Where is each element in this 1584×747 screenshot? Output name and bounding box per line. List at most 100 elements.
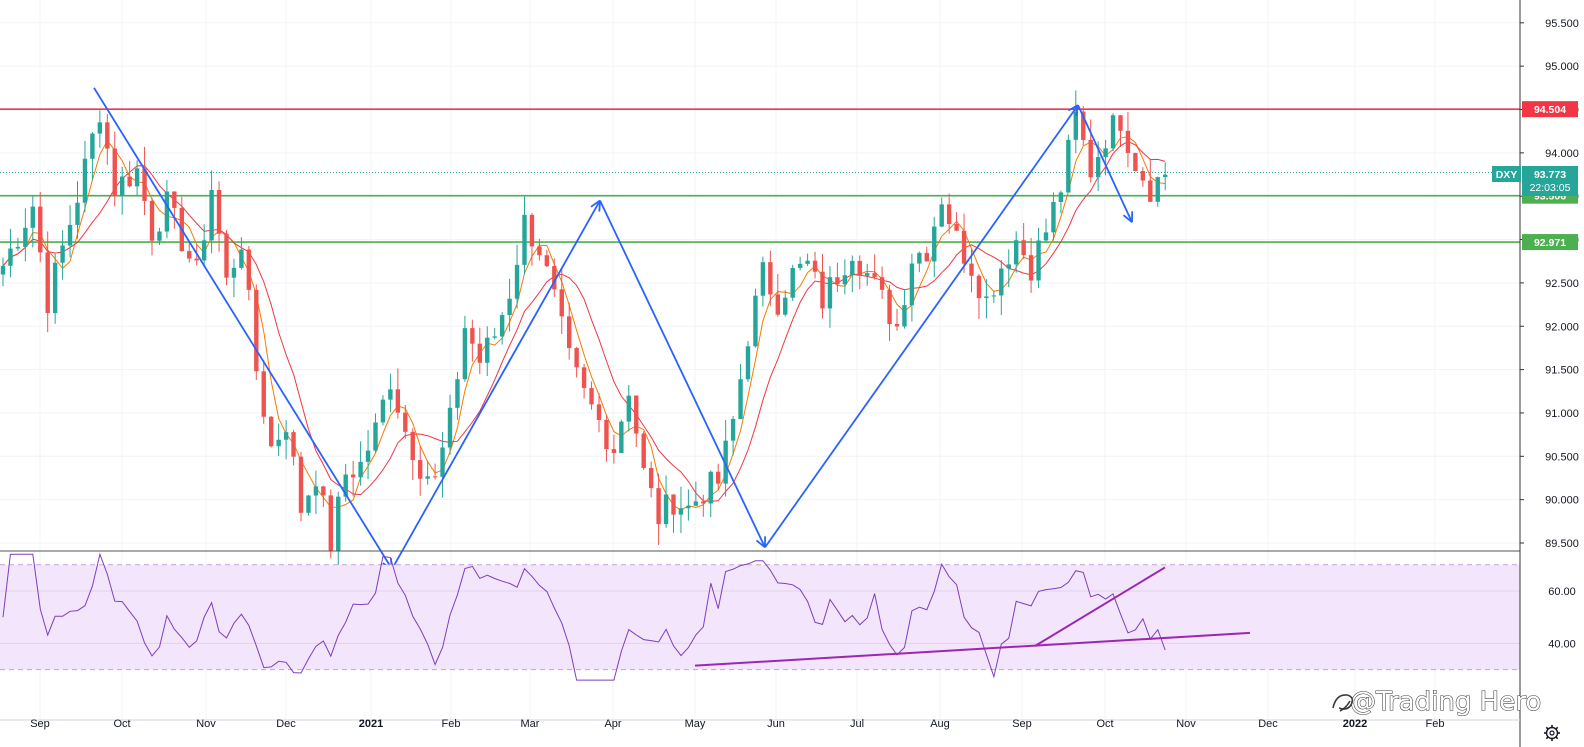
time-tick-label: Sep (30, 718, 50, 730)
candle-body (1148, 180, 1153, 202)
rsi-axis[interactable]: 60.00 40.00 (1548, 586, 1576, 650)
candle-body (902, 305, 907, 327)
candle-body (678, 508, 684, 515)
candle-body (984, 296, 989, 299)
candle-body (567, 316, 572, 348)
candle-body (321, 486, 326, 496)
price-tick-label: 91.000 (1545, 408, 1579, 420)
candle-body (499, 315, 505, 337)
candle-body (1163, 174, 1168, 178)
candle-body (216, 189, 222, 234)
time-tick-label: Feb (1426, 718, 1445, 730)
candle-body (1051, 201, 1056, 233)
zigzag-segment (391, 200, 601, 570)
time-tick-label: Nov (196, 718, 216, 730)
candle-body (149, 200, 155, 241)
candle-body (67, 224, 73, 246)
candle-body (38, 206, 43, 253)
support-resistance-levels[interactable] (0, 108, 1520, 243)
level-tag-box (1522, 234, 1578, 251)
candle-body (1058, 192, 1064, 202)
candle-body (932, 226, 937, 262)
candle-body (1103, 148, 1108, 158)
candle-body (358, 461, 363, 478)
time-tick-label: May (685, 718, 706, 730)
candle-body (648, 467, 654, 489)
zigzag-segment (93, 87, 393, 570)
rsi-band (0, 564, 1520, 670)
candle-body (440, 447, 445, 477)
candle-body (45, 252, 50, 314)
rsi-tick-label: 60.00 (1548, 586, 1576, 598)
candle-body (686, 505, 691, 509)
last-price-box (1522, 166, 1578, 196)
candle-body (716, 471, 721, 484)
time-tick-label: Nov (1176, 718, 1196, 730)
candle-body (477, 343, 482, 363)
candle-body (879, 277, 885, 290)
candle-body (239, 249, 244, 268)
watermark-logo (1332, 694, 1354, 712)
candle-body (708, 471, 713, 504)
candle-body (1088, 139, 1093, 178)
candle-body (470, 328, 475, 344)
candle-body (157, 231, 162, 241)
time-tick-label: Jun (767, 718, 785, 730)
candle-body (641, 433, 646, 468)
candle-body (999, 268, 1004, 296)
time-tick-label: Jul (850, 718, 864, 730)
candle-body (15, 246, 21, 249)
candle-body (1014, 240, 1019, 265)
candle-body (350, 474, 356, 478)
candle-body (991, 295, 997, 297)
candle-body (775, 294, 780, 315)
candle-body (380, 399, 386, 423)
price-tick-label: 92.000 (1545, 321, 1579, 333)
candle-body (224, 233, 229, 278)
price-tick-label: 95.000 (1545, 61, 1579, 73)
time-tick-label: Oct (1096, 718, 1113, 730)
time-tick-label: Apr (604, 718, 621, 730)
time-tick-label: Sep (1012, 718, 1032, 730)
candle-body (254, 289, 259, 372)
candle-body (447, 407, 453, 448)
candle-body (596, 404, 602, 420)
time-tick-label: Feb (442, 718, 461, 730)
level-tag-label: 94.504 (1534, 104, 1566, 116)
rsi-pane[interactable] (0, 552, 1520, 681)
candle-body (559, 289, 564, 317)
candle-body (865, 273, 870, 276)
candle-body (269, 416, 274, 447)
candle-body (97, 122, 103, 134)
zigzag-arrowhead (1067, 104, 1079, 112)
time-axis[interactable]: Sep Oct Nov Dec 2021 Feb Mar Apr May Jun Jul Aug Sep… (30, 718, 1444, 730)
price-tick-label: 94.000 (1545, 148, 1579, 160)
candle-body (418, 460, 423, 479)
zigzag-arrowhead (1075, 105, 1079, 117)
gear-icon[interactable] (1544, 725, 1560, 741)
candle-body (507, 298, 512, 316)
candle-body (276, 439, 281, 447)
candle-body (537, 246, 542, 256)
last-price-tag: 93.773 22:03:05 (1522, 166, 1578, 196)
candle-body (432, 476, 438, 478)
candle-body (514, 264, 520, 299)
candle-body (634, 395, 639, 434)
candle-body (946, 204, 952, 225)
candle-body (522, 214, 527, 265)
zigzag-arrowhead (755, 539, 766, 549)
candle-body (1095, 157, 1101, 178)
candle-body (306, 495, 311, 513)
rsi-trendlines[interactable] (694, 566, 1251, 667)
zigzag-arrowhead (590, 199, 601, 208)
candle-body (738, 379, 743, 419)
time-tick-label: Dec (276, 718, 296, 730)
candle-body (343, 474, 348, 497)
candle-body (336, 496, 341, 551)
candle-body (1073, 111, 1078, 140)
candle-body (0, 265, 6, 275)
candle-body (730, 418, 736, 441)
candle-body (112, 148, 117, 196)
candle-body (1036, 240, 1041, 281)
